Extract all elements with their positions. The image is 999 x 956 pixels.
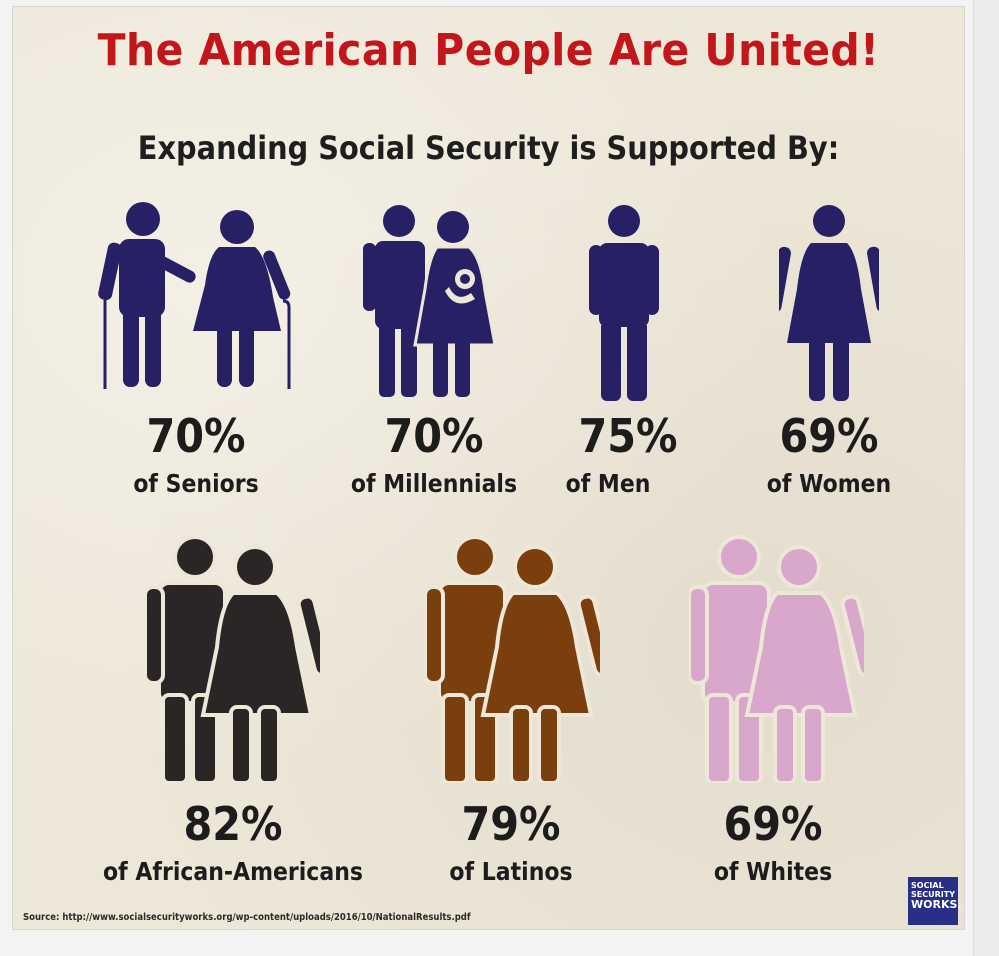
couple-icon-african-americans bbox=[145, 535, 320, 783]
social-security-works-logo: SOCIAL SECURITY WORKS. bbox=[908, 877, 962, 925]
whites-label: of Whites bbox=[713, 857, 833, 886]
latinos-label: of Latinos bbox=[449, 857, 573, 886]
millennials-label: of Millennials bbox=[350, 469, 518, 498]
millennial-family-icon bbox=[363, 205, 497, 397]
infographic: The American People Are United! Expandin… bbox=[12, 6, 965, 930]
couple-icon-whites bbox=[689, 535, 864, 783]
latinos-percent: 79% bbox=[461, 797, 561, 851]
men-percent: 75% bbox=[578, 409, 678, 463]
women-percent: 69% bbox=[779, 409, 879, 463]
millennials-percent: 70% bbox=[384, 409, 484, 463]
bottom-strip bbox=[0, 942, 973, 956]
senior-couple-icon bbox=[98, 202, 291, 389]
woman-icon bbox=[779, 205, 879, 401]
source-citation: Source: http://www.socialsecurityworks.o… bbox=[23, 912, 471, 923]
whites-percent: 69% bbox=[723, 797, 823, 851]
seniors-percent: 70% bbox=[146, 409, 246, 463]
african-americans-percent: 82% bbox=[183, 797, 283, 851]
african-americans-label: of African-Americans bbox=[103, 857, 363, 886]
man-icon bbox=[589, 205, 659, 401]
seniors-label: of Seniors bbox=[133, 469, 259, 498]
right-scroll-strip bbox=[973, 0, 999, 956]
infographic-title: The American People Are United! bbox=[97, 25, 880, 76]
men-label: of Men bbox=[565, 469, 651, 498]
couple-icon-latinos bbox=[425, 535, 600, 783]
infographic-subtitle: Expanding Social Security is Supported B… bbox=[137, 129, 840, 167]
women-label: of Women bbox=[766, 469, 892, 498]
